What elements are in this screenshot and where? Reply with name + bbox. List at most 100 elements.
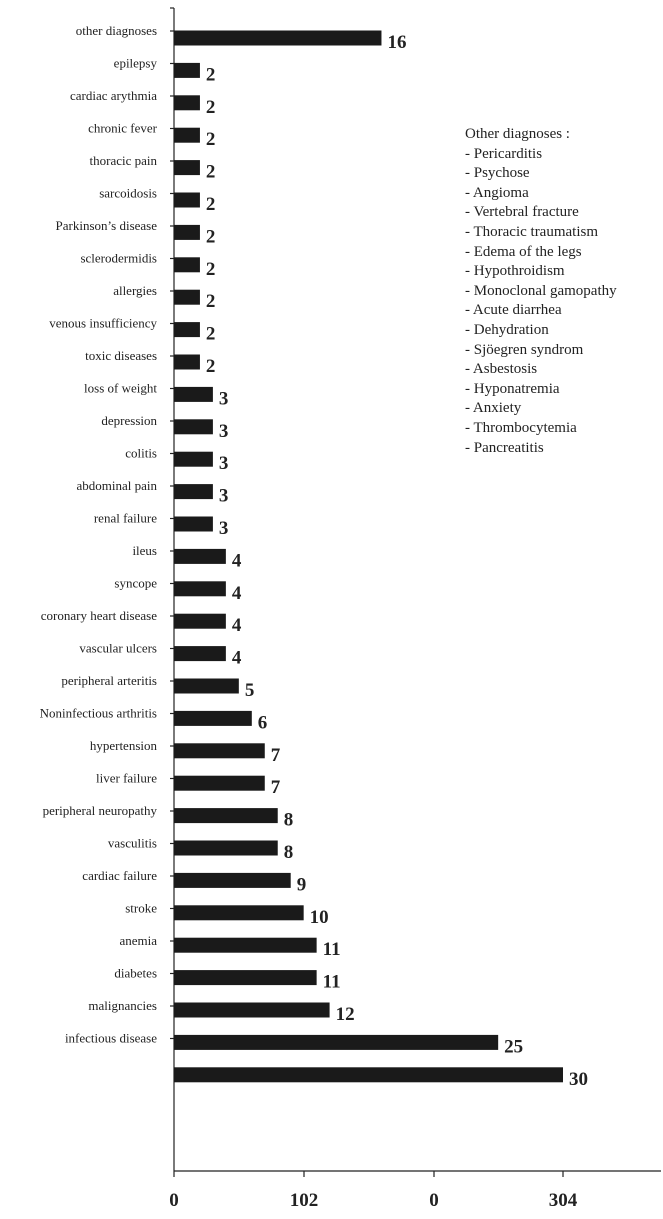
bar bbox=[174, 581, 226, 597]
note-item: - Pericarditis bbox=[465, 145, 543, 162]
value-label: 3 bbox=[219, 518, 229, 539]
bar bbox=[174, 419, 213, 435]
x-tick-label: 0 bbox=[169, 1190, 179, 1211]
note-item: - Acute diarrhea bbox=[465, 302, 562, 319]
value-label: 30 bbox=[569, 1069, 588, 1090]
category-label: loss of weight bbox=[84, 381, 157, 396]
value-label: 3 bbox=[219, 453, 229, 474]
bar bbox=[174, 62, 200, 78]
category-label: epilepsy bbox=[114, 56, 158, 71]
note-item: - Asbestosis bbox=[465, 361, 538, 378]
bar bbox=[174, 743, 265, 759]
bar bbox=[174, 289, 200, 305]
value-label: 4 bbox=[232, 615, 242, 636]
category-label: sarcoidosis bbox=[99, 186, 157, 201]
value-label: 6 bbox=[258, 712, 268, 733]
bar bbox=[174, 257, 200, 273]
note-item: - Vertebral fracture bbox=[465, 204, 579, 221]
value-label: 2 bbox=[206, 64, 216, 85]
value-label: 2 bbox=[206, 226, 216, 247]
bar bbox=[174, 970, 317, 986]
value-label: 3 bbox=[219, 421, 229, 442]
category-label: diabetes bbox=[114, 966, 157, 981]
value-label: 9 bbox=[297, 874, 307, 895]
category-label: coronary heart disease bbox=[41, 608, 157, 623]
note-item: - Edema of the legs bbox=[465, 243, 582, 260]
bar bbox=[174, 322, 200, 338]
bar bbox=[174, 775, 265, 791]
category-label: ileus bbox=[132, 543, 157, 558]
value-label: 2 bbox=[206, 291, 216, 312]
bar bbox=[174, 127, 200, 143]
bar bbox=[174, 354, 200, 370]
category-label: hypertension bbox=[90, 738, 158, 753]
note-item: - Monoclonal gamopathy bbox=[465, 282, 617, 299]
value-label: 2 bbox=[206, 324, 216, 345]
note-item: - Anxiety bbox=[465, 400, 522, 417]
category-label: toxic diseases bbox=[85, 348, 157, 363]
bar bbox=[174, 516, 213, 532]
bar bbox=[174, 872, 291, 888]
value-label: 2 bbox=[206, 356, 216, 377]
note-item: - Hyponatremia bbox=[465, 380, 560, 397]
value-label: 25 bbox=[504, 1036, 523, 1057]
value-label: 4 bbox=[232, 648, 242, 669]
note-item: - Hypothroidism bbox=[465, 263, 565, 280]
value-label: 2 bbox=[206, 194, 216, 215]
category-label: malignancies bbox=[88, 998, 157, 1013]
value-label: 2 bbox=[206, 162, 216, 183]
bar bbox=[174, 710, 252, 726]
value-label: 11 bbox=[323, 972, 341, 993]
bar bbox=[174, 192, 200, 208]
note-item: - Psychose bbox=[465, 165, 530, 182]
category-label: abdominal pain bbox=[76, 478, 157, 493]
value-label: 2 bbox=[206, 259, 216, 280]
bar bbox=[174, 937, 317, 953]
x-tick-label: 304 bbox=[549, 1190, 578, 1211]
note-item: - Sjöegren syndrom bbox=[465, 341, 584, 358]
category-label: anemia bbox=[119, 933, 157, 948]
category-label: syncope bbox=[114, 576, 157, 591]
bar bbox=[174, 386, 213, 402]
value-label: 11 bbox=[323, 939, 341, 960]
value-label: 16 bbox=[387, 32, 406, 53]
bar bbox=[174, 646, 226, 662]
value-label: 4 bbox=[232, 550, 242, 571]
bar bbox=[174, 1002, 330, 1018]
value-label: 7 bbox=[271, 777, 281, 798]
bar bbox=[174, 613, 226, 629]
note-item: - Thoracic traumatism bbox=[465, 223, 599, 240]
category-label: allergies bbox=[113, 283, 157, 298]
note-item: - Dehydration bbox=[465, 321, 549, 338]
bar bbox=[174, 484, 213, 500]
category-label: Parkinson’s disease bbox=[56, 218, 158, 233]
category-label: renal failure bbox=[94, 511, 157, 526]
category-label: venous insufficiency bbox=[49, 316, 157, 331]
value-label: 8 bbox=[284, 842, 294, 863]
value-label: 4 bbox=[232, 583, 242, 604]
category-label: vasculitis bbox=[108, 836, 157, 851]
category-label: depression bbox=[101, 413, 157, 428]
category-label: peripheral neuropathy bbox=[43, 803, 158, 818]
category-label: infectious disease bbox=[65, 1031, 157, 1046]
note-item: - Angioma bbox=[465, 184, 529, 201]
value-label: 5 bbox=[245, 680, 255, 701]
bar bbox=[174, 548, 226, 564]
category-label: cardiac arythmia bbox=[70, 88, 157, 103]
category-label: liver failure bbox=[96, 771, 157, 786]
bar bbox=[174, 95, 200, 111]
value-label: 8 bbox=[284, 810, 294, 831]
bar bbox=[174, 30, 382, 46]
value-label: 10 bbox=[310, 907, 329, 928]
x-tick-label: 0 bbox=[429, 1190, 439, 1211]
x-tick-label: 102 bbox=[290, 1190, 319, 1211]
bar bbox=[174, 451, 213, 467]
value-label: 2 bbox=[206, 129, 216, 150]
note-item: - Thrombocytemia bbox=[465, 419, 577, 436]
bar bbox=[174, 1034, 499, 1050]
category-label: Noninfectious arthritis bbox=[40, 706, 157, 721]
category-label: thoracic pain bbox=[90, 153, 158, 168]
category-label: stroke bbox=[125, 901, 157, 916]
category-label: vascular ulcers bbox=[79, 641, 157, 656]
